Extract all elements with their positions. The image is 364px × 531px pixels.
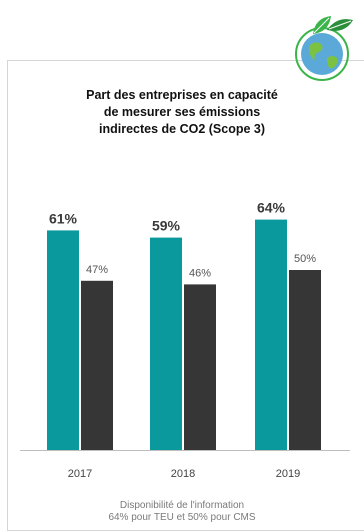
data-label-2019-series-1: 64% (257, 200, 286, 216)
chart-title: Part des entreprises en capacité de mesu… (40, 87, 324, 138)
bar-2019-series-1 (255, 219, 287, 450)
footer-line-2: 64% pour TEU et 50% pour CMS (108, 512, 256, 523)
data-label-2018-series-1: 59% (152, 218, 181, 234)
x-tick-label-2018: 2018 (171, 468, 195, 480)
bar-2018-series-2 (184, 284, 216, 450)
bar-2017-series-2 (81, 280, 113, 450)
footer-line-1: Disponibilité de l'information (119, 500, 245, 511)
chart-title-line-1: Part des entreprises en capacité (86, 88, 278, 102)
chart-title-line-2: de mesurer ses émissions (103, 105, 261, 119)
data-label-2017-series-1: 61% (49, 210, 78, 226)
data-label-2019-series-2: 50% (294, 253, 316, 265)
data-label-2018-series-2: 46% (189, 267, 211, 279)
x-tick-label-2017: 2017 (68, 468, 92, 480)
x-tick-label-2019: 2019 (276, 468, 300, 480)
bar-2019-series-2 (289, 270, 321, 450)
chart-footer: Disponibilité de l'information 64% pour … (0, 500, 364, 524)
bar-2018-series-1 (150, 237, 182, 450)
data-label-2017-series-2: 47% (86, 264, 108, 276)
chart-title-line-3: indirectes de CO2 (Scope 3) (98, 122, 266, 136)
globe-with-leaves-icon (295, 16, 353, 81)
bar-2017-series-1 (47, 230, 79, 450)
